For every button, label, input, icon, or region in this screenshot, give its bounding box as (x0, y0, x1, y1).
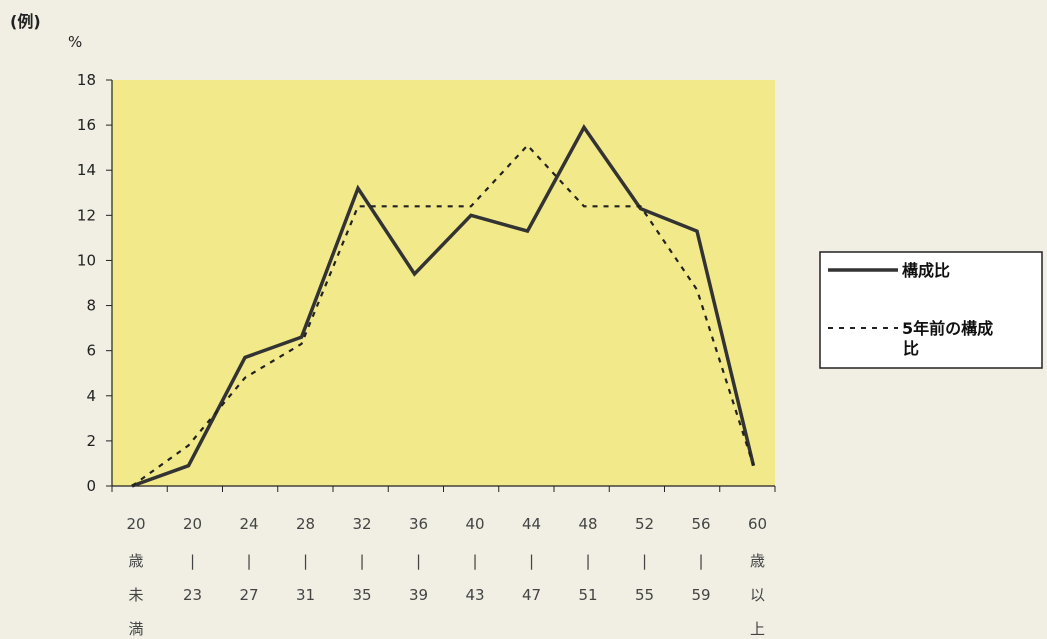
x-category-label-line: 歳 (128, 552, 143, 570)
legend-label-series-1-line2: 比 (903, 339, 919, 358)
legend-label-series-1: 5年前の構成 比 (902, 319, 999, 358)
series-layer (131, 124, 756, 488)
x-category-label-line: 20 (183, 515, 202, 533)
x-category-label-line: 27 (239, 586, 258, 604)
x-category-label: 48 | 51 (578, 515, 597, 604)
x-category-label-line: | (585, 552, 590, 570)
x-category-label: 28 | 31 (296, 515, 315, 604)
x-category-label-line: 51 (578, 586, 597, 604)
x-category-label-line: 39 (409, 586, 428, 604)
corner-label: (例) (10, 12, 41, 31)
x-category-label-line: | (416, 552, 421, 570)
x-category-label-line: | (642, 552, 647, 570)
x-category-label-line: 43 (465, 586, 484, 604)
x-category-label: 24 | 27 (239, 515, 258, 604)
x-category-label-line: 上 (750, 620, 765, 638)
plot-area (112, 80, 775, 486)
x-category-label-line: 32 (352, 515, 371, 533)
x-category-label-line: | (246, 552, 251, 570)
x-category-label-line: 20 (126, 515, 145, 533)
x-category-label: 60 歳以上 (748, 515, 767, 638)
x-category-label: 56 | 59 (691, 515, 710, 604)
x-category-label-line: 満 (128, 620, 143, 638)
y-tick-label: 18 (77, 71, 96, 89)
y-tick-label: 10 (77, 251, 96, 269)
y-tick-label: 8 (86, 297, 96, 315)
y-tick-label: 0 (86, 477, 96, 495)
series-line-0 (131, 124, 756, 488)
x-category-label-line: | (190, 552, 195, 570)
x-category-label-line: | (698, 552, 703, 570)
x-category-label: 20 | 23 (183, 515, 202, 604)
y-axis: 0 2 4 6 8 10 12 14 16 18 (77, 71, 113, 495)
x-category-label-line: 52 (635, 515, 654, 533)
legend: 構成比 5年前の構成 比 (819, 251, 1043, 369)
x-category-label-line: 48 (578, 515, 597, 533)
x-category-label: 20 歳未満 (126, 515, 145, 638)
x-category-label-line: 以 (750, 586, 765, 604)
x-category-label-line: 28 (296, 515, 315, 533)
y-axis-unit-label: % (68, 33, 82, 51)
legend-label-series-0: 構成比 (902, 261, 950, 280)
x-category-label-line: 23 (183, 586, 202, 604)
y-tick-label: 14 (77, 161, 96, 179)
x-category-label-line: 歳 (750, 552, 765, 570)
y-tick-label: 2 (86, 432, 96, 450)
x-category-label: 40 | 43 (465, 515, 484, 604)
legend-label-series-1-line1: 5年前の構成 (902, 319, 993, 338)
x-category-label-line: 47 (522, 586, 541, 604)
x-category-label: 44 | 47 (522, 515, 541, 604)
x-category-label-line: 44 (522, 515, 541, 533)
y-tick-label: 16 (77, 116, 96, 134)
x-category-label-line: 36 (409, 515, 428, 533)
x-category-label: 32 | 35 (352, 515, 371, 604)
x-category-label-line: 59 (691, 586, 710, 604)
x-category-label-line: 24 (239, 515, 258, 533)
x-category-label: 52 | 55 (635, 515, 654, 604)
y-tick-label: 6 (86, 342, 96, 360)
x-category-label-line: | (359, 552, 364, 570)
x-category-label-line: 未 (128, 586, 143, 604)
x-category-label-line: 40 (465, 515, 484, 533)
x-category-label-line: 56 (691, 515, 710, 533)
y-tick-label: 12 (77, 206, 96, 224)
x-category-label-line: | (529, 552, 534, 570)
x-category-label-line: 60 (748, 515, 767, 533)
x-category-label-line: | (472, 552, 477, 570)
x-category-label-line: | (303, 552, 308, 570)
x-category-label-line: 31 (296, 586, 315, 604)
x-category-label-line: 55 (635, 586, 654, 604)
x-category-label-line: 35 (352, 586, 371, 604)
x-category-label: 36 | 39 (409, 515, 428, 604)
series-line-1 (131, 143, 755, 487)
y-tick-label: 4 (86, 387, 96, 405)
